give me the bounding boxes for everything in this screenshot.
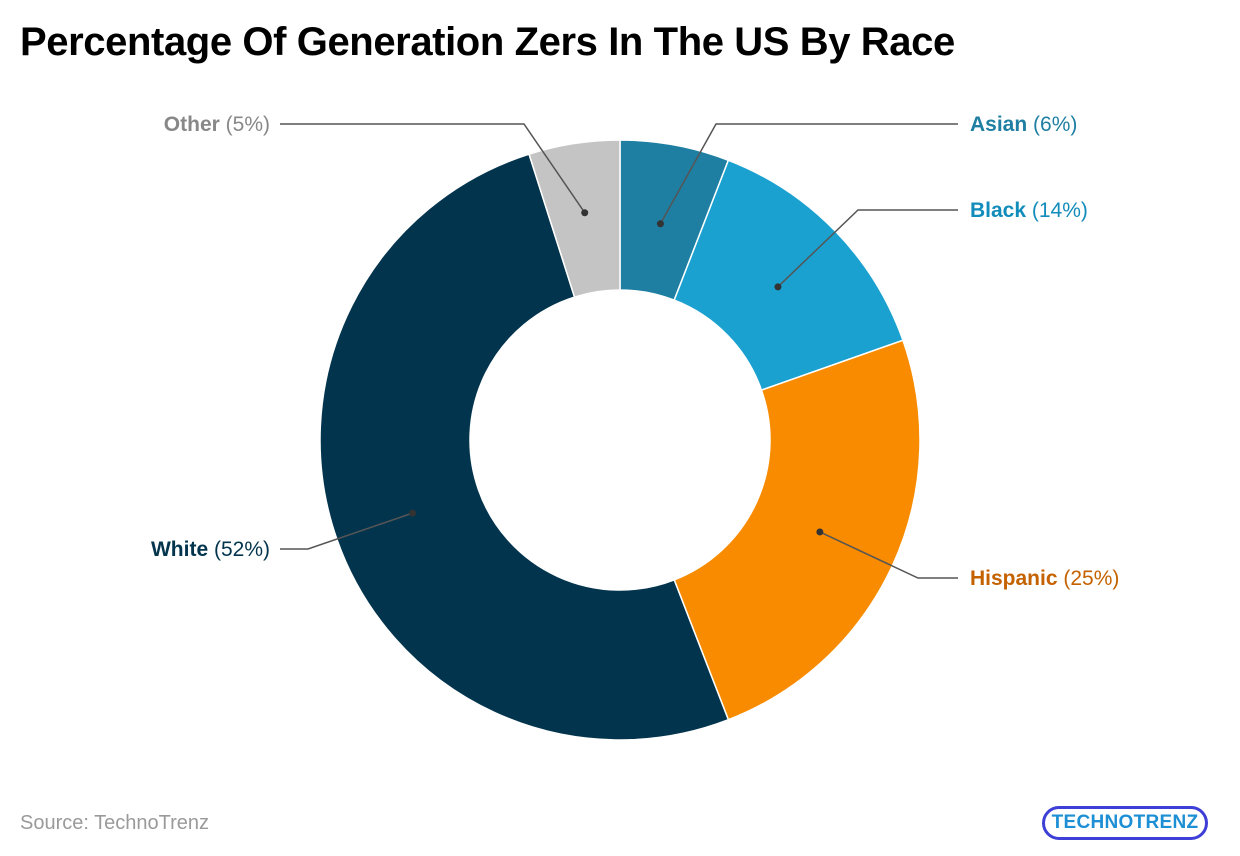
slice-label-name: Hispanic xyxy=(970,567,1058,590)
slice-white xyxy=(319,153,730,741)
slice-label-name: Black xyxy=(970,199,1026,222)
slice-label-value: (52%) xyxy=(208,538,270,561)
slice-label-hispanic: Hispanic (25%) xyxy=(970,567,1119,590)
slice-label-white: White (52%) xyxy=(151,538,270,561)
slice-labels: Asian (6%) Black (14%) Hispanic (25%) White… xyxy=(151,113,1119,590)
slice-other xyxy=(528,139,621,299)
technotrenz-logo: TECHNOTRENZ xyxy=(1042,806,1208,840)
slice-label-name: Asian xyxy=(970,113,1027,136)
slice-label-value: (14%) xyxy=(1026,199,1088,222)
slice-label-value: (5%) xyxy=(220,113,270,136)
slice-hispanic xyxy=(673,339,921,721)
leader-line-other xyxy=(280,123,586,214)
leader-line-hispanic xyxy=(819,531,958,579)
slice-label-name: White xyxy=(151,538,208,561)
leader-dot-other xyxy=(581,209,589,217)
leader-dot-hispanic xyxy=(816,528,824,536)
slices xyxy=(319,139,921,741)
source-note: Source: TechnoTrenz xyxy=(20,812,209,834)
slice-label-black: Black (14%) xyxy=(970,199,1088,222)
leader-line-asian xyxy=(659,123,958,225)
slice-label-asian: Asian (6%) xyxy=(970,113,1077,136)
leader-line-black xyxy=(777,209,958,288)
slice-label-other: Other (5%) xyxy=(164,113,270,136)
logo-text: TECHNOTRENZ xyxy=(1051,812,1199,833)
chart-title: Percentage Of Generation Zers In The US … xyxy=(20,20,955,64)
slice-label-name: Other xyxy=(164,113,220,136)
slice-label-value: (25%) xyxy=(1058,567,1120,590)
leader-line-white xyxy=(280,512,413,550)
leader-dot-black xyxy=(774,283,782,291)
slice-label-value: (6%) xyxy=(1027,113,1077,136)
leader-dot-white xyxy=(409,509,417,517)
slice-black xyxy=(673,159,904,392)
leader-dot-asian xyxy=(656,220,664,228)
